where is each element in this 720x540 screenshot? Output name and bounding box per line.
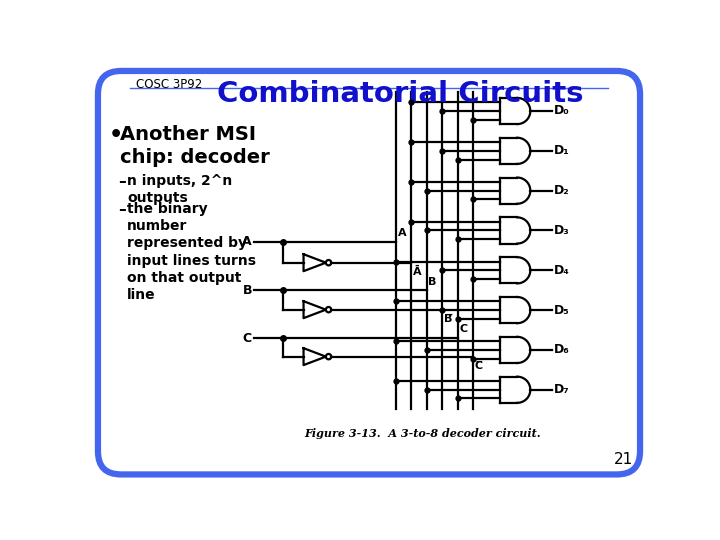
Text: D₄: D₄ [554, 264, 570, 277]
Text: D₆: D₆ [554, 343, 570, 356]
Text: Figure 3-13.  A 3-to-8 decoder circuit.: Figure 3-13. A 3-to-8 decoder circuit. [305, 428, 541, 439]
Text: A: A [397, 228, 406, 238]
Text: n inputs, 2^n
outputs: n inputs, 2^n outputs [127, 174, 233, 205]
Text: the binary
number
represented by
input lines turns
on that output
line: the binary number represented by input l… [127, 202, 256, 302]
Text: C̅: C̅ [474, 361, 482, 372]
Text: Another MSI
chip: decoder: Another MSI chip: decoder [120, 125, 269, 167]
Text: Combinatorial Circuits: Combinatorial Circuits [217, 80, 583, 108]
Text: B̅: B̅ [444, 314, 452, 325]
Text: D₅: D₅ [554, 303, 570, 316]
FancyBboxPatch shape [98, 71, 640, 475]
Text: COSC 3P92: COSC 3P92 [135, 78, 202, 91]
Text: D₇: D₇ [554, 383, 570, 396]
Text: D₁: D₁ [554, 144, 570, 157]
Text: A: A [243, 235, 252, 248]
Text: Ā: Ā [413, 267, 421, 278]
Text: –: – [118, 174, 126, 189]
Text: C: C [243, 332, 252, 345]
Text: B: B [243, 284, 252, 297]
Text: B: B [428, 276, 436, 287]
Text: D₀: D₀ [554, 105, 570, 118]
Text: •: • [109, 125, 123, 145]
Text: D₃: D₃ [554, 224, 570, 237]
Text: D₂: D₂ [554, 184, 570, 197]
Text: –: – [118, 202, 126, 217]
Text: C: C [459, 325, 467, 334]
Text: 21: 21 [614, 452, 633, 467]
